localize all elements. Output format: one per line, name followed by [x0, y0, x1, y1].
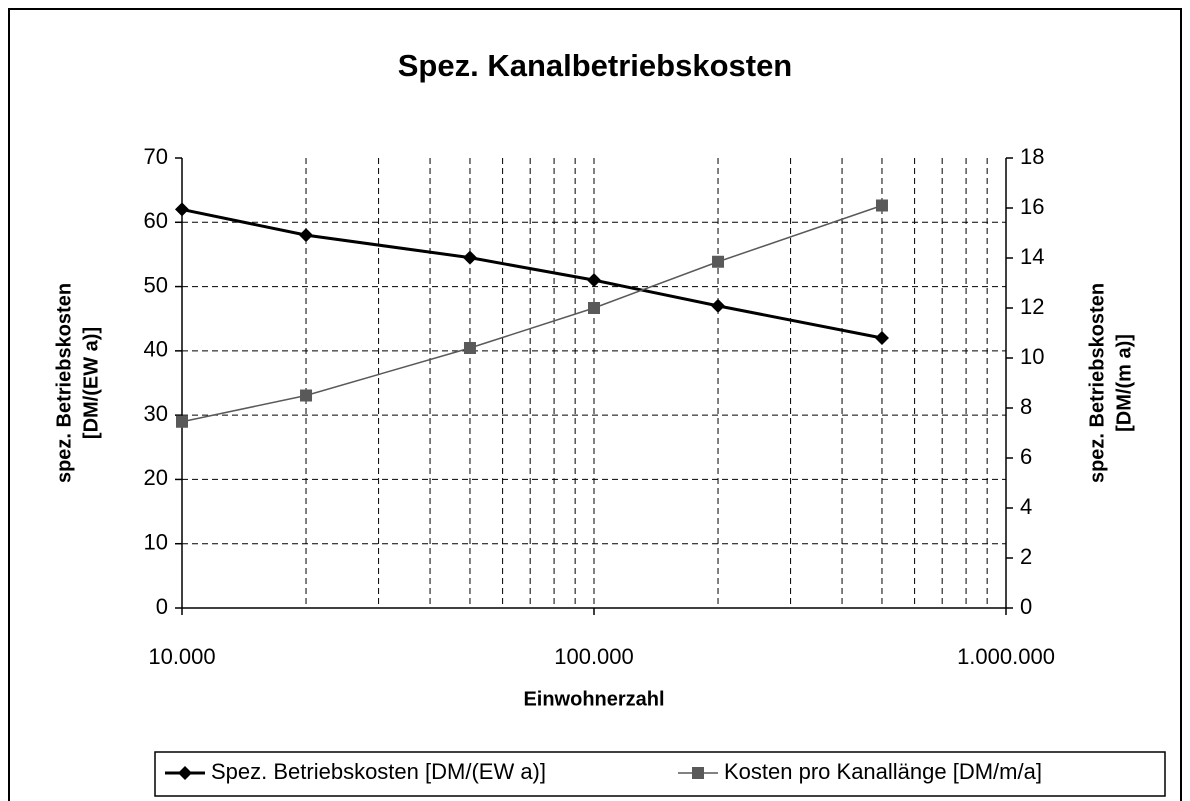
y-tick-label: 50 — [144, 272, 168, 297]
y2-tick-label: 16 — [1020, 194, 1044, 219]
y2-tick-label: 6 — [1020, 444, 1032, 469]
y2-tick-label: 0 — [1020, 594, 1032, 619]
point — [300, 389, 313, 402]
y-axis-label: spez. Betriebskosten — [53, 283, 75, 483]
x-tick-label: 10.000 — [148, 644, 215, 669]
y2-tick-label: 2 — [1020, 544, 1032, 569]
x-tick-label: 100.000 — [554, 644, 634, 669]
y2-axis-label: spez. Betriebskosten — [1086, 283, 1108, 483]
point — [462, 250, 477, 265]
legend-marker — [692, 767, 704, 779]
y2-tick-label: 18 — [1020, 144, 1044, 169]
y-tick-label: 20 — [144, 465, 168, 490]
line — [181, 204, 883, 423]
y-tick-label: 70 — [144, 144, 168, 169]
point — [299, 228, 314, 243]
x-tick-label: 1.000.000 — [957, 644, 1055, 669]
line — [181, 207, 883, 340]
point — [463, 342, 476, 354]
y2-tick-label: 12 — [1020, 294, 1044, 319]
point — [711, 298, 726, 313]
y2-tick-label: 8 — [1020, 394, 1032, 419]
point — [874, 331, 889, 345]
point — [875, 199, 888, 212]
y-axis-label: [DM/(EW a)] — [80, 327, 102, 439]
legend-marker — [178, 766, 192, 780]
chart-border — [8, 8, 1182, 801]
legend-label: Spez. Betriebskosten [DM/(EW a)] — [211, 759, 546, 784]
point — [176, 415, 188, 428]
legend-box — [154, 751, 1166, 797]
point — [712, 255, 725, 268]
y-tick-label: 40 — [144, 337, 168, 362]
point — [175, 202, 189, 217]
y-tick-label: 60 — [144, 208, 168, 233]
point — [587, 273, 601, 288]
y2-axis-label: [DM/(m a)] — [1113, 334, 1135, 432]
y-tick-label: 0 — [156, 594, 168, 619]
point — [588, 302, 600, 314]
legend-label: Kosten pro Kanallänge [DM/m/a] — [724, 759, 1042, 784]
y2-tick-label: 10 — [1020, 344, 1044, 369]
y2-tick-label: 4 — [1020, 494, 1032, 519]
x-axis-label: Einwohnerzahl — [523, 688, 664, 710]
chart-title: Spez. Kanalbetriebskosten — [398, 48, 793, 83]
y-tick-label: 10 — [144, 530, 168, 555]
y-tick-label: 30 — [144, 401, 168, 426]
y2-tick-label: 14 — [1020, 244, 1044, 269]
